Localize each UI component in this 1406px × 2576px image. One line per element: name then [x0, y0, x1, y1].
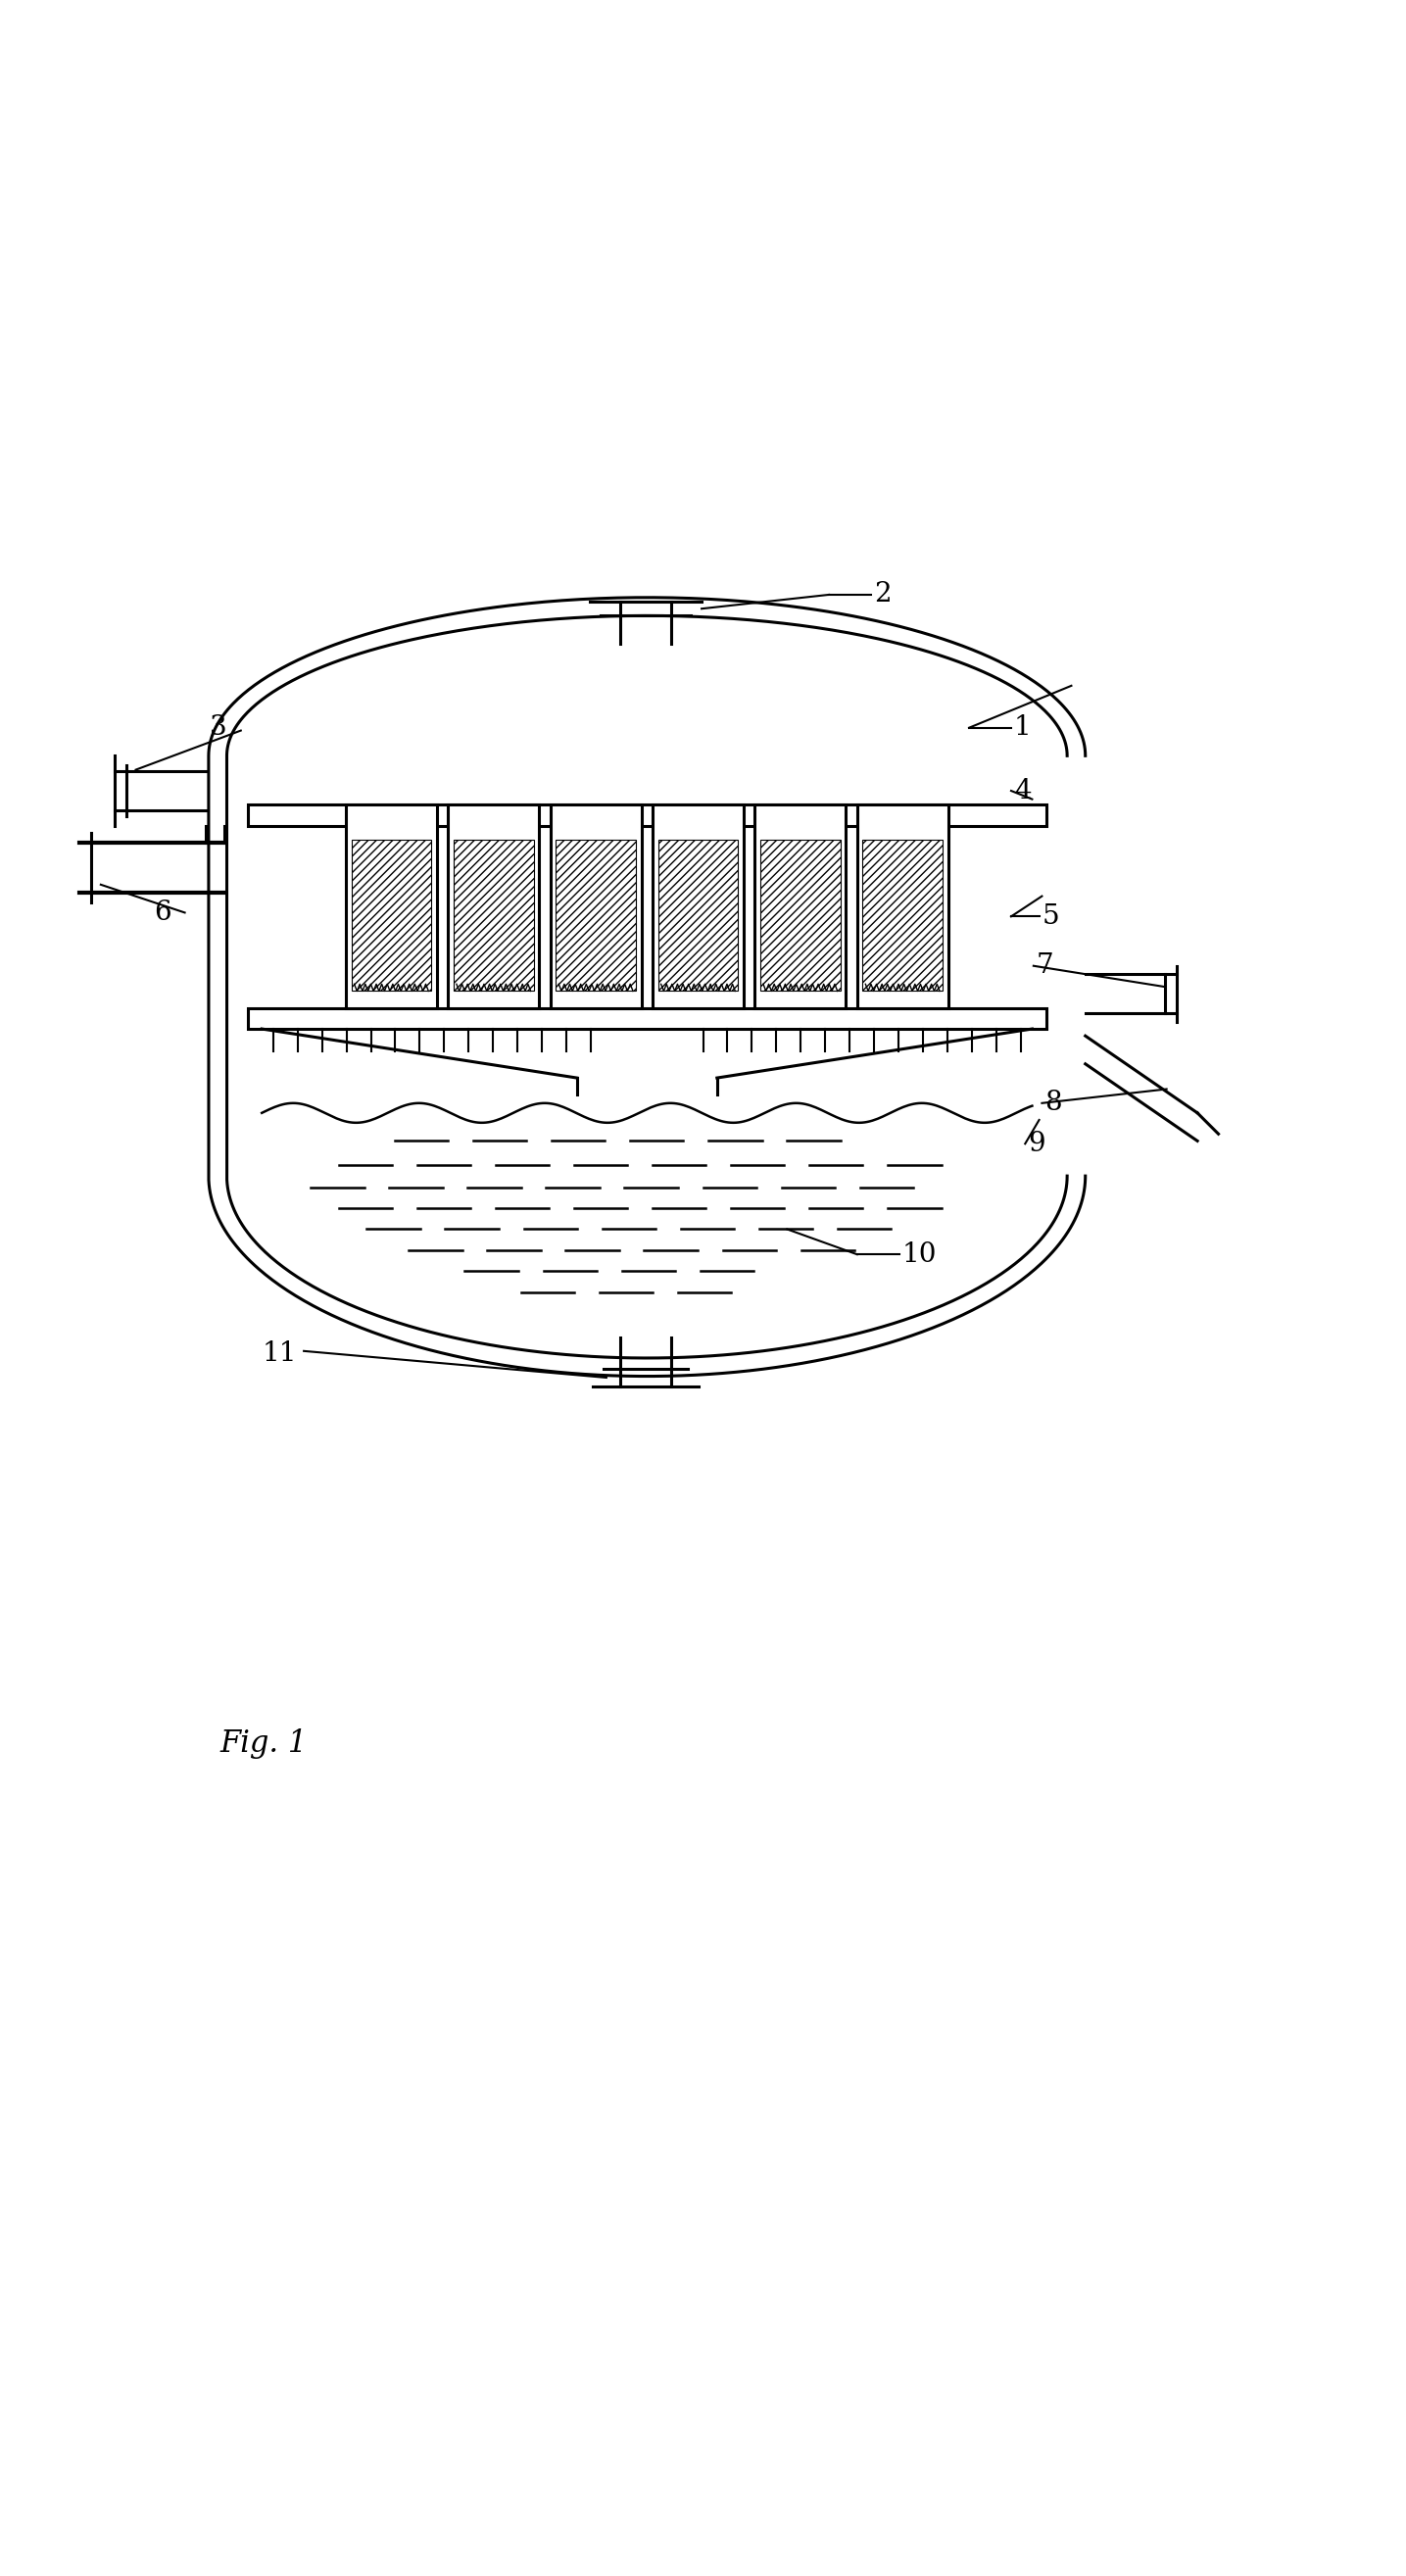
Bar — [247, 804, 1046, 827]
Text: 8: 8 — [1045, 1090, 1062, 1115]
Text: 5: 5 — [1042, 904, 1059, 930]
Text: 10: 10 — [901, 1242, 936, 1267]
Bar — [858, 804, 948, 1007]
Bar — [449, 804, 538, 1007]
Bar — [346, 804, 437, 1007]
Text: 2: 2 — [875, 582, 891, 608]
Bar — [247, 1007, 1046, 1028]
Text: 11: 11 — [262, 1340, 297, 1368]
Bar — [454, 840, 533, 992]
Text: 9: 9 — [1028, 1131, 1045, 1157]
Bar — [755, 804, 846, 1007]
Text: 7: 7 — [1036, 953, 1053, 979]
Bar — [352, 840, 432, 992]
Bar — [555, 840, 636, 992]
Bar — [550, 804, 641, 1007]
Text: 6: 6 — [155, 899, 172, 925]
Text: 3: 3 — [209, 714, 228, 742]
Bar — [652, 804, 744, 1007]
Text: 4: 4 — [1014, 778, 1031, 804]
Bar — [658, 840, 738, 992]
Bar — [863, 840, 942, 992]
Text: Fig. 1: Fig. 1 — [219, 1728, 308, 1759]
Text: 1: 1 — [1014, 714, 1032, 742]
Bar — [761, 840, 841, 992]
